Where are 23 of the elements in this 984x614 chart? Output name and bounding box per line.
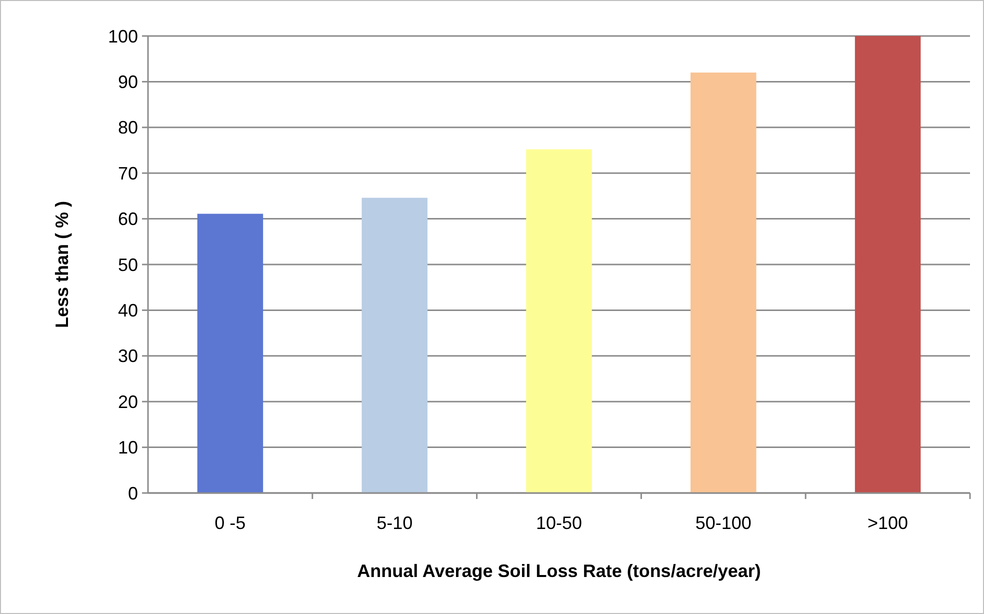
bar <box>854 36 921 493</box>
bar <box>362 198 428 493</box>
bar <box>526 149 592 493</box>
y-axis-title: Less than ( % ) <box>52 200 72 328</box>
y-tick-label: 60 <box>118 209 138 230</box>
x-tick-label: 50-100 <box>695 513 752 533</box>
y-tick-label: 40 <box>118 300 138 320</box>
y-tick-label: 70 <box>118 163 138 184</box>
y-tick-label: 80 <box>118 118 138 138</box>
y-tick-label: 100 <box>108 26 138 46</box>
y-tick-label: 30 <box>118 346 138 366</box>
x-axis-title: Annual Average Soil Loss Rate (tons/acre/year) <box>357 561 761 581</box>
x-tick-label: 10-50 <box>536 513 582 533</box>
y-tick-label: 20 <box>118 392 138 412</box>
x-tick-label: 0 -5 <box>214 513 246 533</box>
bar <box>690 72 756 493</box>
bar <box>197 214 264 493</box>
x-tick-label: 5-10 <box>376 513 413 533</box>
y-tick-label: 50 <box>118 254 138 275</box>
x-tick-label: >100 <box>868 513 908 533</box>
y-tick-label: 10 <box>118 438 138 458</box>
y-tick-label: 90 <box>118 72 138 92</box>
y-tick-label: 0 <box>128 483 138 504</box>
